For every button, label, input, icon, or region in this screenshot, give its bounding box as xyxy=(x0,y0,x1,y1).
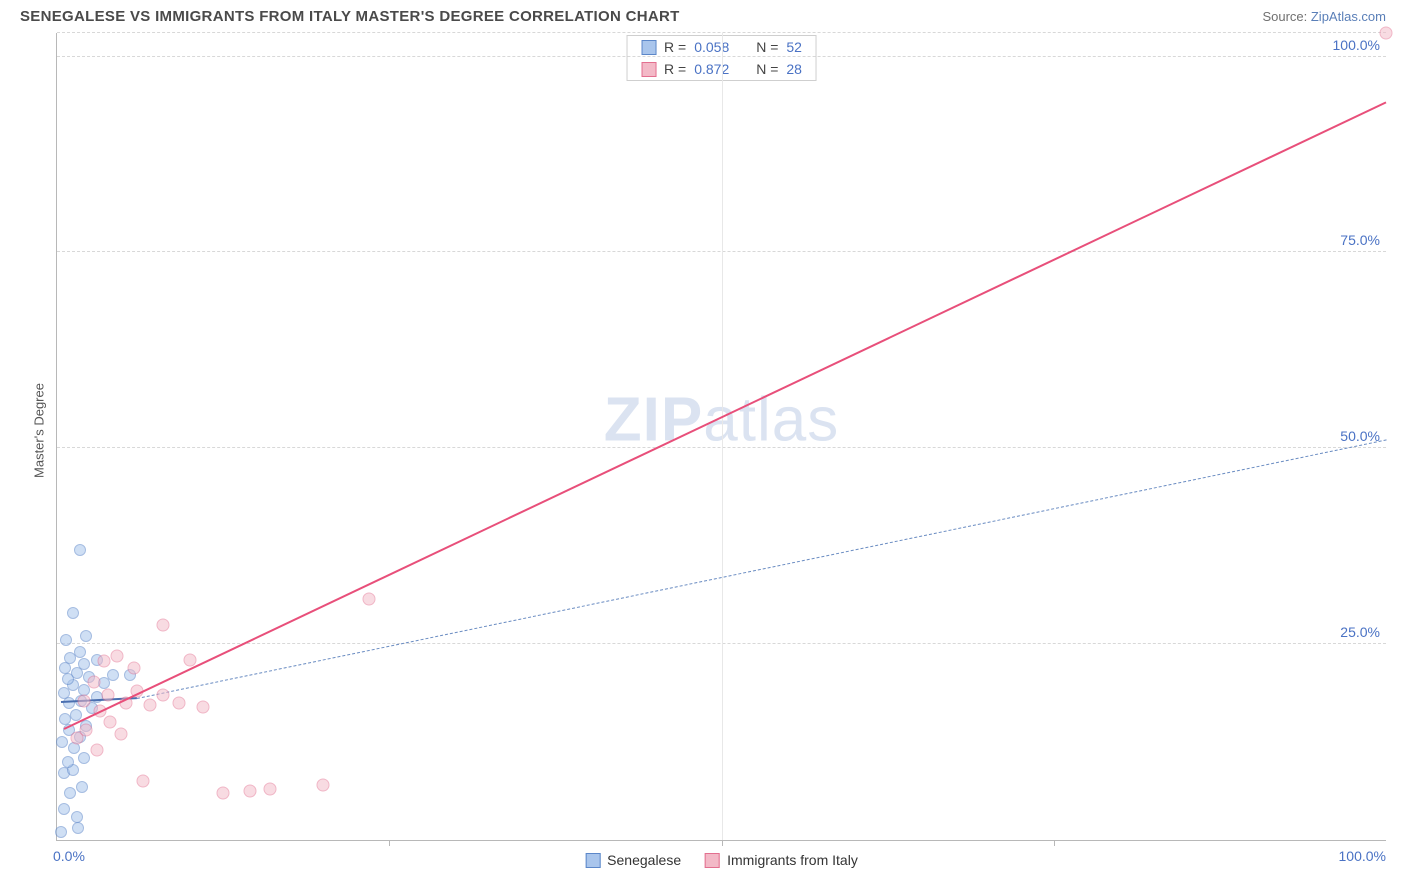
y-tick-label: 25.0% xyxy=(1340,624,1380,640)
data-point-italy xyxy=(77,694,90,707)
legend-swatch xyxy=(641,40,656,55)
gridline-v xyxy=(722,33,723,840)
legend-item: Senegalese xyxy=(585,852,681,868)
stat-r-label: R = xyxy=(664,61,686,77)
data-point-senegalese xyxy=(80,630,92,642)
legend-swatch xyxy=(705,853,720,868)
watermark-atlas: atlas xyxy=(703,386,839,455)
data-point-italy xyxy=(157,618,170,631)
chart-title: SENEGALESE VS IMMIGRANTS FROM ITALY MAST… xyxy=(20,8,680,25)
data-point-senegalese xyxy=(76,781,88,793)
data-point-senegalese xyxy=(72,822,84,834)
data-point-senegalese xyxy=(107,669,119,681)
data-point-italy xyxy=(101,689,114,702)
data-point-italy xyxy=(173,696,186,709)
stat-r-value: 0.058 xyxy=(694,39,740,55)
data-point-senegalese xyxy=(55,826,67,838)
legend-item: Immigrants from Italy xyxy=(705,852,858,868)
legend-swatch xyxy=(641,62,656,77)
source-prefix: Source: xyxy=(1262,9,1310,24)
x-tick-label-right: 100.0% xyxy=(1339,848,1386,864)
data-point-senegalese xyxy=(64,787,76,799)
data-point-italy xyxy=(243,784,256,797)
data-point-senegalese xyxy=(78,752,90,764)
data-point-italy xyxy=(114,728,127,741)
data-point-senegalese xyxy=(70,709,82,721)
y-axis-label: Master's Degree xyxy=(32,371,47,491)
data-point-senegalese xyxy=(74,646,86,658)
data-point-senegalese xyxy=(56,736,68,748)
x-tick-label-left: 0.0% xyxy=(53,848,85,864)
x-tick xyxy=(389,840,390,846)
data-point-italy xyxy=(88,675,101,688)
data-point-italy xyxy=(128,661,141,674)
data-point-italy xyxy=(316,779,329,792)
x-tick xyxy=(722,840,723,846)
data-point-senegalese xyxy=(60,634,72,646)
data-point-italy xyxy=(217,787,230,800)
source-link[interactable]: ZipAtlas.com xyxy=(1311,9,1386,24)
data-point-senegalese xyxy=(63,697,75,709)
data-point-senegalese xyxy=(67,607,79,619)
data-point-italy xyxy=(80,724,93,737)
y-tick-label: 75.0% xyxy=(1340,232,1380,248)
data-point-italy xyxy=(1380,27,1393,40)
data-point-italy xyxy=(97,655,110,668)
stat-n-value: 28 xyxy=(786,61,802,77)
stat-r-value: 0.872 xyxy=(694,61,740,77)
data-point-senegalese xyxy=(62,756,74,768)
scatter-chart: ZIPatlas Master's Degree R =0.058N =52R … xyxy=(56,33,1386,841)
legend-label: Senegalese xyxy=(607,852,681,868)
data-point-italy xyxy=(90,743,103,756)
data-point-italy xyxy=(197,700,210,713)
legend-series: Senegalese Immigrants from Italy xyxy=(585,852,858,868)
stat-n-label: N = xyxy=(756,61,778,77)
y-tick-label: 100.0% xyxy=(1333,37,1380,53)
stat-r-label: R = xyxy=(664,39,686,55)
x-tick xyxy=(1054,840,1055,846)
chart-source: Source: ZipAtlas.com xyxy=(1262,9,1386,24)
data-point-italy xyxy=(104,716,117,729)
legend-label: Immigrants from Italy xyxy=(727,852,858,868)
trend-line-italy xyxy=(63,102,1386,731)
data-point-italy xyxy=(137,775,150,788)
data-point-italy xyxy=(110,649,123,662)
chart-header: SENEGALESE VS IMMIGRANTS FROM ITALY MAST… xyxy=(0,0,1406,33)
data-point-senegalese xyxy=(58,803,70,815)
trend-line-senegalese xyxy=(137,439,1386,699)
data-point-italy xyxy=(144,699,157,712)
stat-n-label: N = xyxy=(756,39,778,55)
watermark-zip: ZIP xyxy=(604,386,703,455)
data-point-senegalese xyxy=(74,544,86,556)
data-point-italy xyxy=(157,689,170,702)
data-point-senegalese xyxy=(78,658,90,670)
legend-swatch xyxy=(585,853,600,868)
data-point-italy xyxy=(183,653,196,666)
stat-n-value: 52 xyxy=(786,39,802,55)
data-point-senegalese xyxy=(71,811,83,823)
data-point-italy xyxy=(263,783,276,796)
data-point-italy xyxy=(363,592,376,605)
